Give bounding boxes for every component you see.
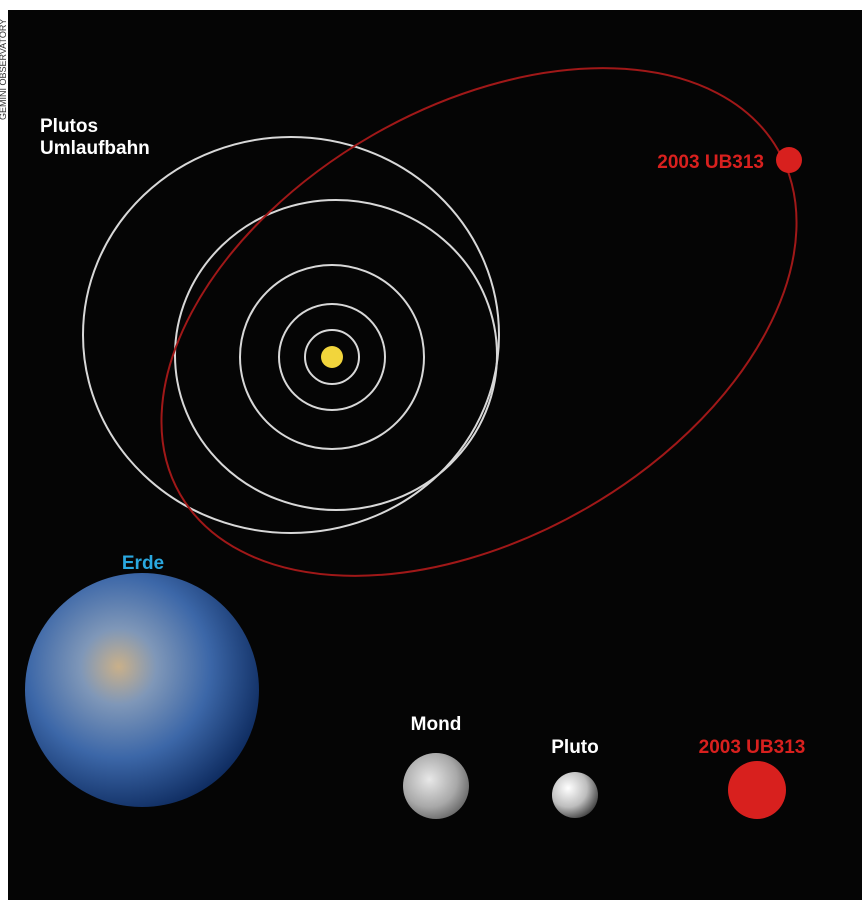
orbit — [239, 264, 425, 450]
moon-label: Mond — [411, 714, 462, 735]
orbit-label: Umlaufbahn — [40, 138, 150, 159]
object-label: 2003 UB313 — [657, 152, 764, 173]
orbit — [278, 303, 386, 411]
orbits — [82, 136, 500, 534]
ub313-label: 2003 UB313 — [699, 737, 806, 758]
credit: GEMINI OBSERVATORY — [0, 19, 8, 120]
orbit — [304, 329, 360, 385]
moon — [403, 753, 469, 819]
sun — [321, 346, 343, 368]
ub313-position — [776, 147, 802, 173]
earth-label: Erde — [122, 553, 164, 574]
orbit-label: Plutos — [40, 116, 98, 137]
ub313-orbit — [160, 67, 798, 577]
pluto-label: Pluto — [551, 737, 599, 758]
pluto — [552, 772, 598, 818]
ub313 — [728, 761, 786, 819]
earth — [25, 573, 259, 807]
pluto-orbit — [82, 136, 500, 534]
